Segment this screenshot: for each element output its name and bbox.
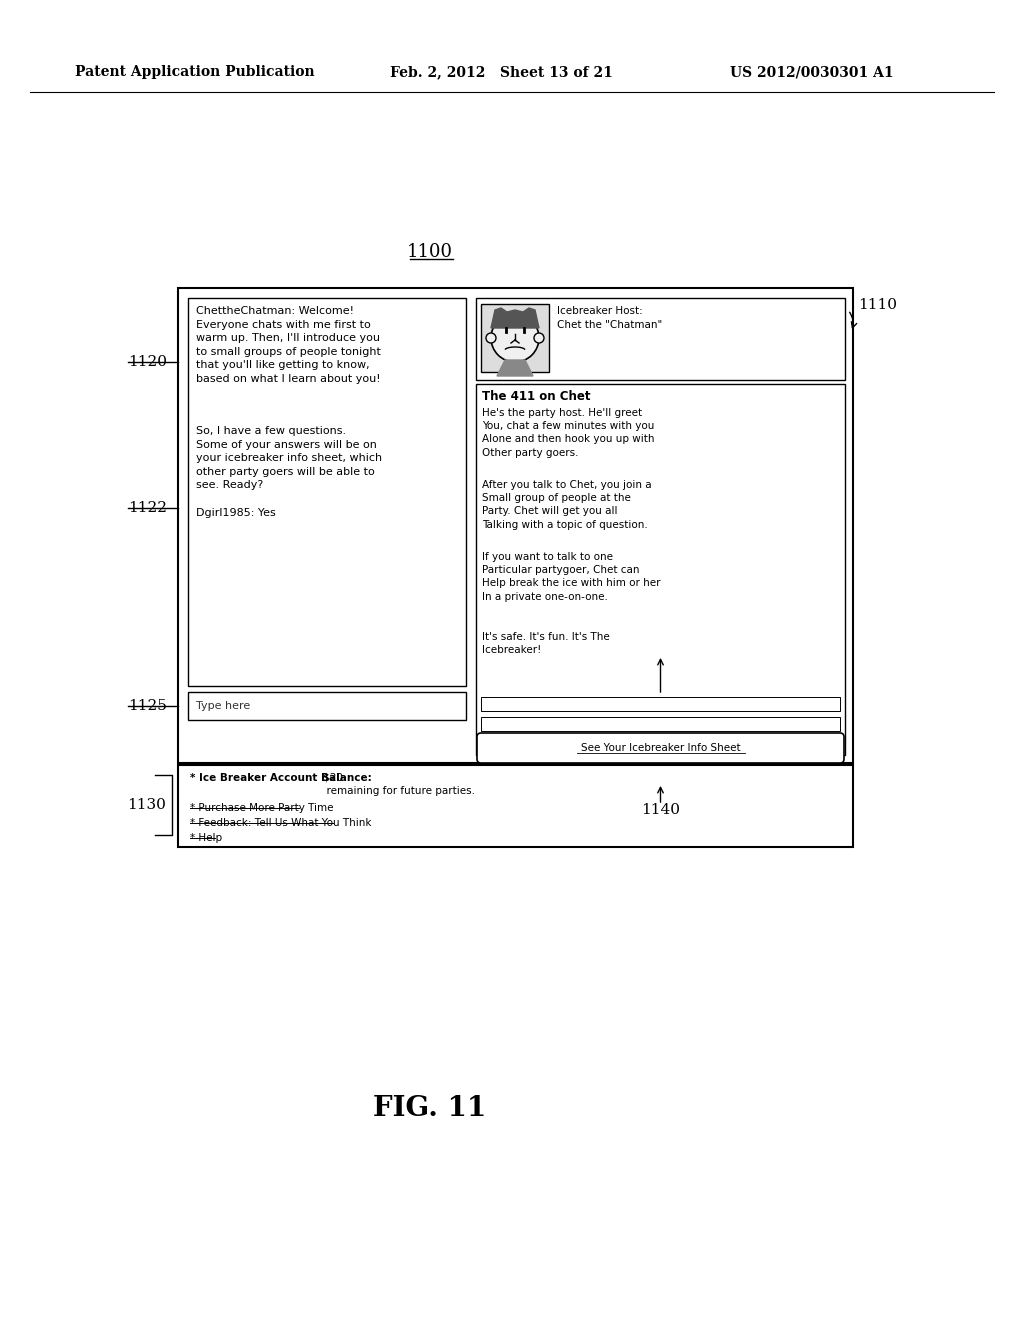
Text: Type here: Type here [196, 701, 250, 711]
Bar [476, 298, 845, 380]
Text: Patent Application Publication: Patent Application Publication [75, 65, 314, 79]
Text: 1122: 1122 [128, 502, 167, 515]
Text: Feb. 2, 2012   Sheet 13 of 21: Feb. 2, 2012 Sheet 13 of 21 [390, 65, 613, 79]
Bar [178, 288, 853, 763]
Circle shape [490, 314, 539, 362]
Text: 1130: 1130 [127, 799, 166, 812]
Polygon shape [497, 360, 534, 376]
Circle shape [486, 333, 496, 343]
Polygon shape [490, 308, 539, 327]
Text: 1125: 1125 [128, 700, 167, 713]
Bar [481, 697, 840, 711]
Text: After you talk to Chet, you join a
Small group of people at the
Party. Chet will: After you talk to Chet, you join a Small… [482, 480, 651, 529]
Text: FIG. 11: FIG. 11 [374, 1094, 486, 1122]
Text: If you want to talk to one
Particular partygoer, Chet can
Help break the ice wit: If you want to talk to one Particular pa… [482, 552, 660, 602]
Text: The 411 on Chet: The 411 on Chet [482, 389, 591, 403]
Text: * Feedback: Tell Us What You Think: * Feedback: Tell Us What You Think [190, 818, 372, 828]
Bar [188, 298, 466, 686]
Text: $20
  remaining for future parties.: $20 remaining for future parties. [321, 774, 475, 796]
Text: ChettheChatman: Welcome!
Everyone chats with me first to
warm up. Then, I'll int: ChettheChatman: Welcome! Everyone chats … [196, 306, 381, 384]
Circle shape [534, 333, 544, 343]
Bar [481, 717, 840, 731]
Text: 1140: 1140 [641, 803, 680, 817]
Text: * Help: * Help [190, 833, 222, 843]
Bar [481, 304, 549, 372]
Text: * Ice Breaker Account Balance:: * Ice Breaker Account Balance: [190, 774, 372, 783]
Text: 1100: 1100 [407, 243, 453, 261]
Text: He's the party host. He'll greet
You, chat a few minutes with you
Alone and then: He's the party host. He'll greet You, ch… [482, 408, 654, 458]
Bar [178, 766, 853, 847]
Text: Icebreaker Host:
Chet the "Chatman": Icebreaker Host: Chet the "Chatman" [557, 306, 663, 330]
Bar [188, 692, 466, 719]
Bar [476, 384, 845, 755]
Text: It's safe. It's fun. It's The
Icebreaker!: It's safe. It's fun. It's The Icebreaker… [482, 632, 609, 655]
Text: 1120: 1120 [128, 355, 167, 370]
FancyBboxPatch shape [477, 733, 844, 763]
Text: 1110: 1110 [858, 298, 897, 312]
Text: See Your Icebreaker Info Sheet: See Your Icebreaker Info Sheet [581, 743, 740, 752]
Text: So, I have a few questions.
Some of your answers will be on
your icebreaker info: So, I have a few questions. Some of your… [196, 426, 382, 517]
Text: US 2012/0030301 A1: US 2012/0030301 A1 [730, 65, 894, 79]
Text: * Purchase More Party Time: * Purchase More Party Time [190, 803, 334, 813]
